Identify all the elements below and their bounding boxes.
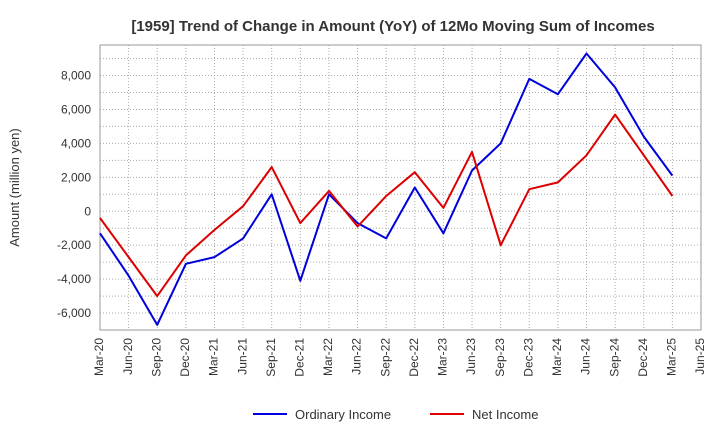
x-tick-label: Sep-24 <box>607 338 621 377</box>
x-tick-label: Jun-25 <box>693 338 707 375</box>
x-tick-label: Mar-25 <box>665 338 679 376</box>
y-axis-label: Amount (million yen) <box>7 128 22 247</box>
x-tick-label: Jun-23 <box>464 338 478 375</box>
x-tick-label: Dec-23 <box>521 338 535 377</box>
plot-frame <box>99 44 702 331</box>
x-tick-label: Jun-22 <box>350 338 364 375</box>
x-tick-label: Mar-23 <box>436 338 450 376</box>
x-tick-label: Jun-21 <box>235 338 249 375</box>
x-tick-label: Dec-22 <box>407 338 421 377</box>
x-tick-label: Jun-20 <box>121 338 135 375</box>
x-tick-label: Sep-21 <box>264 338 278 377</box>
x-tick-label: Sep-20 <box>149 338 163 377</box>
x-tick-label: Jun-24 <box>579 338 593 375</box>
x-tick-label: Sep-22 <box>378 338 392 377</box>
grid <box>100 45 701 330</box>
legend-label-net-income: Net Income <box>472 407 538 422</box>
y-tick-label: 4,000 <box>61 136 91 150</box>
series-group <box>99 52 674 326</box>
x-tick-label: Sep-23 <box>493 338 507 377</box>
y-tick-label: -4,000 <box>57 272 91 286</box>
x-tick-label: Dec-21 <box>293 338 307 377</box>
chart-title: [1959] Trend of Change in Amount (YoY) o… <box>131 18 654 35</box>
y-tick-label: -6,000 <box>57 306 91 320</box>
x-tick-label: Mar-24 <box>550 338 564 376</box>
x-tick-label: Mar-22 <box>321 338 335 376</box>
y-tick-label: -2,000 <box>57 238 91 252</box>
y-tick-label: 8,000 <box>61 69 91 83</box>
series-line-ordinary-income <box>99 52 674 326</box>
series-line-net-income <box>99 113 674 298</box>
y-tick-label: 6,000 <box>61 102 91 116</box>
y-axis-ticks: -6,000 -4,000 -2,000 0 2,000 4,000 6,000 8,000 <box>57 69 91 320</box>
legend: Ordinary Income Net Income <box>253 407 538 422</box>
x-tick-label: Dec-20 <box>178 338 192 377</box>
y-tick-label: 0 <box>84 204 91 218</box>
legend-label-ordinary-income: Ordinary Income <box>295 407 391 422</box>
x-tick-label: Mar-21 <box>207 338 221 376</box>
x-tick-label: Dec-24 <box>636 338 650 377</box>
x-tick-label: Mar-20 <box>92 338 106 376</box>
y-tick-label: 2,000 <box>61 170 91 184</box>
x-axis-ticks: Mar-20 Jun-20 Sep-20 Dec-20 Mar-21 Jun-21 Sep-… <box>92 338 707 377</box>
